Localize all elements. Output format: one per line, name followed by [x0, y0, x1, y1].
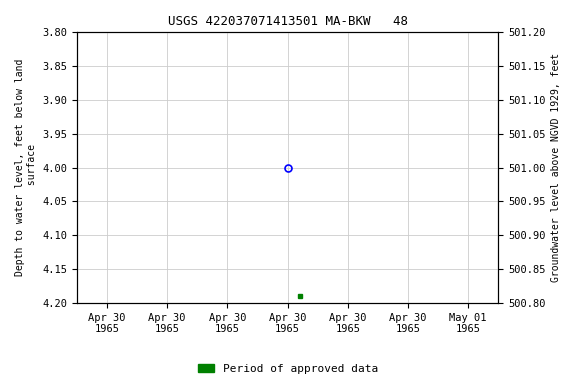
Y-axis label: Groundwater level above NGVD 1929, feet: Groundwater level above NGVD 1929, feet [551, 53, 561, 282]
Y-axis label: Depth to water level, feet below land
 surface: Depth to water level, feet below land su… [15, 59, 37, 276]
Title: USGS 422037071413501 MA-BKW   48: USGS 422037071413501 MA-BKW 48 [168, 15, 408, 28]
Legend: Period of approved data: Period of approved data [193, 359, 383, 379]
